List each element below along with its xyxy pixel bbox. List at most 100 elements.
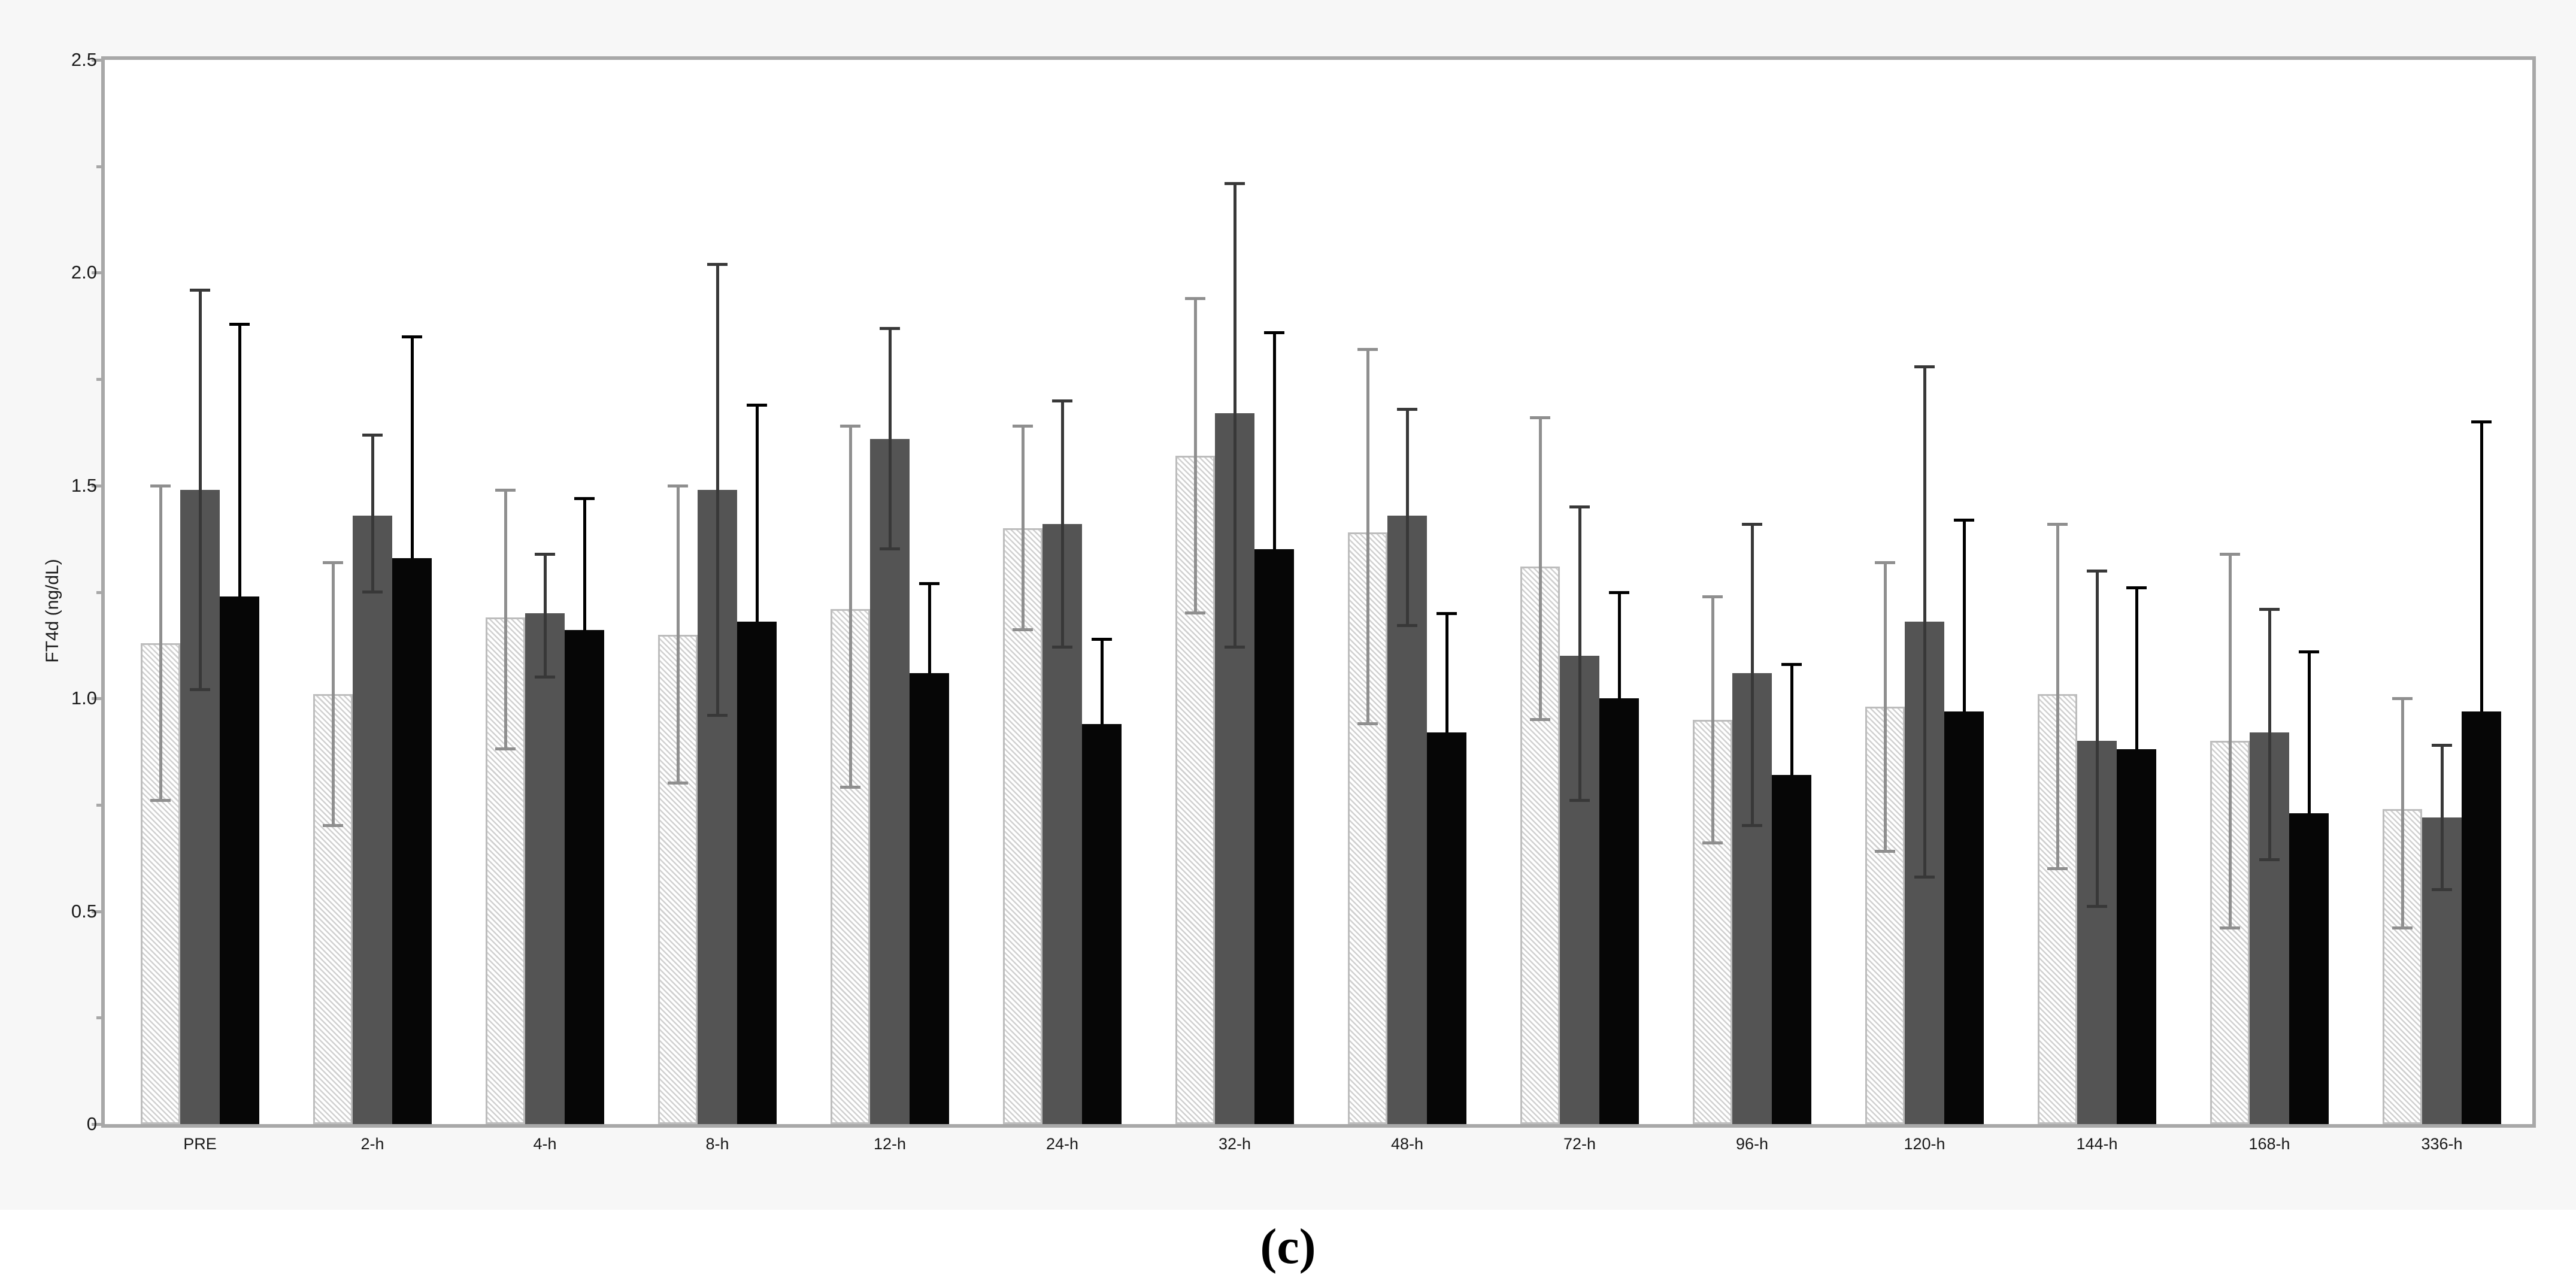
bar-black [910,673,949,1124]
y-minor-tick [96,590,101,594]
error-bar-cap [1397,624,1417,628]
error-bar-cap [574,497,595,501]
y-tick-label: 1.5 [71,474,97,496]
error-bar-cap [1742,522,1762,526]
error-bar-cap [1185,297,1205,301]
error-bar-cap [1569,798,1590,802]
error-bar-cap [495,488,516,492]
error-bar-cap [2259,607,2280,611]
error-bar-line [1751,523,1754,826]
error-bar-line [2308,652,2311,814]
error-bar-line [1194,298,1197,614]
error-bar-cap [707,713,728,717]
error-bar-cap [1052,399,1072,402]
error-bar-line [756,404,759,622]
error-bar-cap [229,322,250,326]
bar-black [220,596,259,1124]
error-bar-cap [919,582,940,586]
x-category-label: 144-h [2076,1135,2118,1153]
error-bar-line [1234,183,1237,647]
x-category-label: 4-h [533,1135,557,1153]
y-minor-tick [96,1016,101,1020]
error-bar-cap [2126,586,2147,590]
y-major-tick [92,59,101,62]
error-bar-cap [2220,926,2240,930]
error-bar-cap [1954,518,1974,522]
error-bar-line [2229,553,2232,929]
error-bar-cap [2047,522,2068,526]
figure-caption: (c) [1260,1219,1316,1274]
bar-dark-gray [525,613,565,1124]
bar-black [2462,711,2501,1124]
error-bar-line [716,264,719,716]
error-bar-line [1963,519,1966,711]
error-bar-cap [1437,612,1457,616]
error-bar-cap [150,798,171,802]
x-category-label: 120-h [1904,1135,1945,1153]
error-bar-line [2441,745,2444,891]
x-category-label: 12-h [873,1135,907,1153]
error-bar-cap [402,335,422,339]
bar-black [2117,749,2156,1124]
error-bar-cap [1914,365,1935,368]
error-bar-cap [747,403,767,407]
error-bar-line [1061,400,1064,647]
x-category-label: 72-h [1563,1135,1596,1153]
caption-strip [0,1210,2576,1281]
error-bar-cap [323,561,343,564]
error-bar-line [504,489,507,750]
error-bar-line [2135,587,2138,750]
error-bar-cap [535,675,555,679]
error-bar-cap [1013,628,1033,632]
error-bar-cap [1092,637,1112,641]
error-bar-cap [840,425,860,428]
error-bar-cap [840,786,860,789]
x-category-label: PRE [183,1135,217,1153]
x-category-label: 336-h [2421,1135,2463,1153]
x-category-label: 168-h [2248,1135,2290,1153]
bar-black [1254,549,1294,1124]
error-bar-line [1618,592,1621,699]
error-bar-cap [1357,722,1378,725]
error-bar-cap [2087,569,2107,573]
y-tick-label: 0.5 [71,900,97,922]
bar-black [1599,698,1639,1124]
error-bar-cap [2259,858,2280,862]
error-bar-cap [880,326,900,330]
bar-black [2289,813,2329,1124]
error-bar-cap [190,288,210,292]
bar-dark-gray [870,438,910,1124]
error-bar-line [583,498,586,631]
error-bar-cap [707,263,728,267]
error-bar-cap [668,484,688,487]
error-bar-cap [1052,645,1072,649]
bar-black [1082,723,1122,1124]
error-bar-line [2401,698,2404,929]
error-bar-cap [2432,744,2452,747]
error-bar-cap [495,747,516,751]
error-bar-line [1366,349,1369,724]
error-bar-line [411,337,414,558]
error-bar-cap [1702,595,1723,598]
error-bar-cap [362,433,383,437]
error-bar-line [1578,507,1581,801]
y-major-tick [92,1123,101,1126]
error-bar-line [238,323,241,596]
error-bar-cap [150,484,171,487]
x-category-label: 48-h [1390,1135,1424,1153]
x-category-label: 96-h [1735,1135,1769,1153]
error-bar-cap [2087,905,2107,908]
bar-black [1772,775,1811,1124]
error-bar-line [1022,426,1025,631]
error-bar-line [1711,596,1714,843]
error-bar-line [889,328,892,550]
x-category-label: 2-h [360,1135,384,1153]
error-bar-line [1101,638,1104,724]
error-bar-cap [1013,425,1033,428]
error-bar-cap [1742,824,1762,828]
error-bar-line [2268,608,2271,861]
error-bar-cap [190,688,210,691]
y-major-tick [92,910,101,913]
y-minor-tick [96,803,101,807]
